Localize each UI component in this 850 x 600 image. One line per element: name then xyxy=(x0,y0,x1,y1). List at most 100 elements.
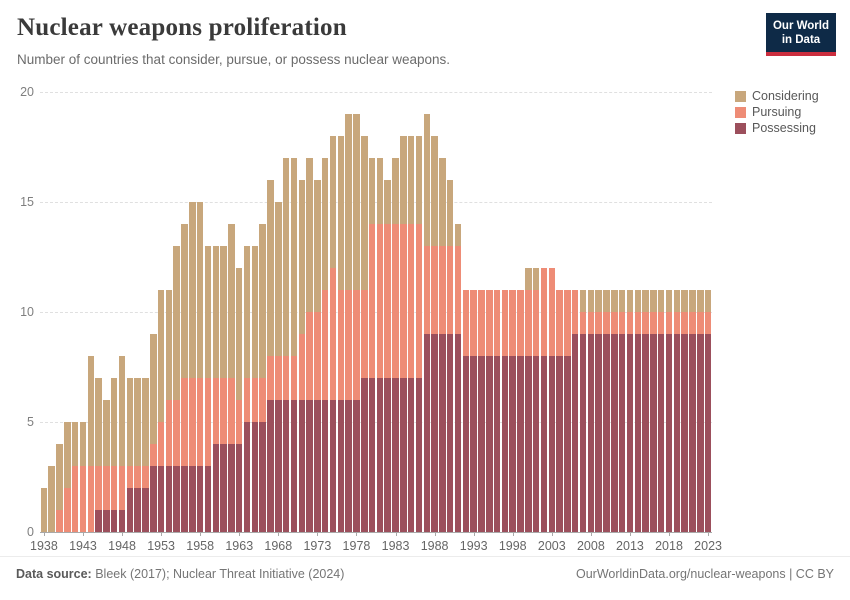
bar-1989[interactable] xyxy=(439,158,446,532)
bar-1959[interactable] xyxy=(204,246,212,532)
bar-1978[interactable] xyxy=(353,114,360,532)
bar-1981[interactable] xyxy=(376,158,384,532)
legend-item-pursuing[interactable]: Pursuing xyxy=(735,104,819,120)
bar-1940[interactable] xyxy=(56,444,63,532)
bar-1942[interactable] xyxy=(71,422,79,532)
bar-1945[interactable] xyxy=(95,378,102,532)
bar-1995[interactable] xyxy=(486,290,493,532)
bar-1948[interactable] xyxy=(118,356,126,532)
bar-2013[interactable] xyxy=(626,290,634,532)
bar-2003[interactable] xyxy=(548,268,556,532)
bar-2009[interactable] xyxy=(595,290,602,532)
segment-considering-2016 xyxy=(650,290,657,312)
bar-1996[interactable] xyxy=(493,290,501,532)
bar-2019[interactable] xyxy=(673,290,681,532)
bar-1953[interactable] xyxy=(157,290,165,532)
bar-1977[interactable] xyxy=(345,114,352,532)
bar-1951[interactable] xyxy=(142,378,149,532)
bar-1949[interactable] xyxy=(126,378,134,532)
bar-1964[interactable] xyxy=(243,246,251,532)
bar-1993[interactable] xyxy=(470,290,477,532)
bar-1994[interactable] xyxy=(478,290,485,532)
bar-1960[interactable] xyxy=(212,246,220,532)
bar-1973[interactable] xyxy=(314,180,321,532)
bar-1955[interactable] xyxy=(173,246,180,532)
owid-logo[interactable]: Our World in Data xyxy=(766,13,836,56)
bar-1946[interactable] xyxy=(103,400,110,532)
bar-1971[interactable] xyxy=(298,180,305,532)
bar-1990[interactable] xyxy=(446,180,454,532)
bar-1999[interactable] xyxy=(517,290,524,532)
bar-2018[interactable] xyxy=(665,290,673,532)
segment-considering-2015 xyxy=(642,290,649,312)
segment-considering-1939 xyxy=(48,466,55,532)
bar-1965[interactable] xyxy=(251,246,259,532)
bar-2016[interactable] xyxy=(650,290,657,532)
bar-2020[interactable] xyxy=(681,290,688,532)
bar-2022[interactable] xyxy=(697,290,704,532)
bar-1958[interactable] xyxy=(196,202,204,532)
bar-1954[interactable] xyxy=(165,290,173,532)
bar-2005[interactable] xyxy=(564,290,571,532)
bar-1952[interactable] xyxy=(150,334,157,532)
bar-2014[interactable] xyxy=(634,290,641,532)
bar-1998[interactable] xyxy=(509,290,516,532)
bar-1962[interactable] xyxy=(228,224,235,532)
bar-2006[interactable] xyxy=(571,290,579,532)
bar-2004[interactable] xyxy=(556,290,563,532)
bar-1963[interactable] xyxy=(235,268,243,532)
bar-2007[interactable] xyxy=(579,290,587,532)
bar-1980[interactable] xyxy=(368,158,376,532)
bar-1941[interactable] xyxy=(64,422,71,532)
bar-2023[interactable] xyxy=(704,290,712,532)
bar-2001[interactable] xyxy=(532,268,540,532)
segment-possessing-2005 xyxy=(564,356,571,532)
bar-1957[interactable] xyxy=(189,202,196,532)
bar-1979[interactable] xyxy=(361,136,368,532)
bar-1966[interactable] xyxy=(259,224,266,532)
bar-2010[interactable] xyxy=(603,290,610,532)
bar-1988[interactable] xyxy=(431,136,438,532)
segment-possessing-1961 xyxy=(220,444,227,532)
bar-1976[interactable] xyxy=(337,136,345,532)
bar-1975[interactable] xyxy=(329,136,337,532)
bar-2000[interactable] xyxy=(525,268,532,532)
bar-1944[interactable] xyxy=(87,356,95,532)
bar-1950[interactable] xyxy=(134,378,141,532)
x-axis-label-1978: 1978 xyxy=(342,539,371,553)
bar-1939[interactable] xyxy=(48,466,55,532)
bar-2012[interactable] xyxy=(618,290,626,532)
bar-1969[interactable] xyxy=(282,158,290,532)
bar-1943[interactable] xyxy=(79,422,87,532)
legend-item-considering[interactable]: Considering xyxy=(735,88,819,104)
bar-1961[interactable] xyxy=(220,246,227,532)
owid-url-link[interactable]: OurWorldinData.org/nuclear-weapons | CC … xyxy=(576,567,834,581)
bar-1982[interactable] xyxy=(384,180,391,532)
bar-1984[interactable] xyxy=(400,136,407,532)
bar-1974[interactable] xyxy=(321,158,329,532)
bar-1947[interactable] xyxy=(110,378,118,532)
bar-1967[interactable] xyxy=(267,180,274,532)
y-axis-label-0: 0 xyxy=(27,525,34,539)
bar-1991[interactable] xyxy=(454,224,462,532)
bar-1968[interactable] xyxy=(275,202,282,532)
bar-2015[interactable] xyxy=(642,290,649,532)
bar-1972[interactable] xyxy=(306,158,313,532)
bar-1970[interactable] xyxy=(290,158,298,532)
bar-1938[interactable] xyxy=(40,488,48,532)
bar-1985[interactable] xyxy=(407,136,415,532)
bar-1992[interactable] xyxy=(462,290,470,532)
bar-1956[interactable] xyxy=(181,224,188,532)
bar-1987[interactable] xyxy=(423,114,431,532)
bar-2021[interactable] xyxy=(689,290,696,532)
bar-2017[interactable] xyxy=(657,290,665,532)
bar-1983[interactable] xyxy=(392,158,399,532)
bar-1986[interactable] xyxy=(415,136,423,532)
legend-item-possessing[interactable]: Possessing xyxy=(735,120,819,136)
bar-2002[interactable] xyxy=(540,268,548,532)
segment-considering-1967 xyxy=(267,180,274,356)
bar-2008[interactable] xyxy=(587,290,595,532)
bar-2011[interactable] xyxy=(611,290,618,532)
bar-1997[interactable] xyxy=(501,290,509,532)
segment-considering-1982 xyxy=(384,180,391,224)
